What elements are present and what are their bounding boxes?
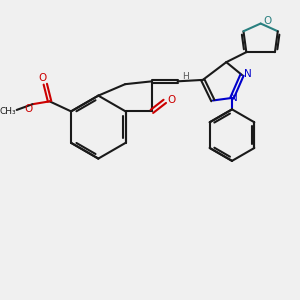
Text: O: O bbox=[167, 95, 175, 105]
Text: O: O bbox=[264, 16, 272, 26]
Text: N: N bbox=[230, 93, 237, 103]
Text: H: H bbox=[182, 72, 189, 81]
Text: CH₃: CH₃ bbox=[0, 107, 16, 116]
Text: O: O bbox=[38, 74, 46, 83]
Text: O: O bbox=[25, 104, 33, 114]
Text: N: N bbox=[244, 69, 252, 79]
